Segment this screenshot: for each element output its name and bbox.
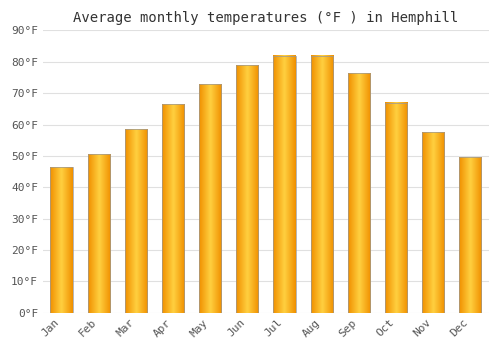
Bar [459, 158, 481, 313]
Bar [199, 84, 222, 313]
Bar [50, 167, 72, 313]
Bar [348, 73, 370, 313]
Bar [310, 56, 333, 313]
Bar [88, 154, 110, 313]
Bar [385, 103, 407, 313]
Bar [162, 104, 184, 313]
Bar [274, 56, 295, 313]
Bar [422, 132, 444, 313]
Bar [124, 129, 147, 313]
Title: Average monthly temperatures (°F ) in Hemphill: Average monthly temperatures (°F ) in He… [74, 11, 458, 25]
Bar [236, 65, 258, 313]
